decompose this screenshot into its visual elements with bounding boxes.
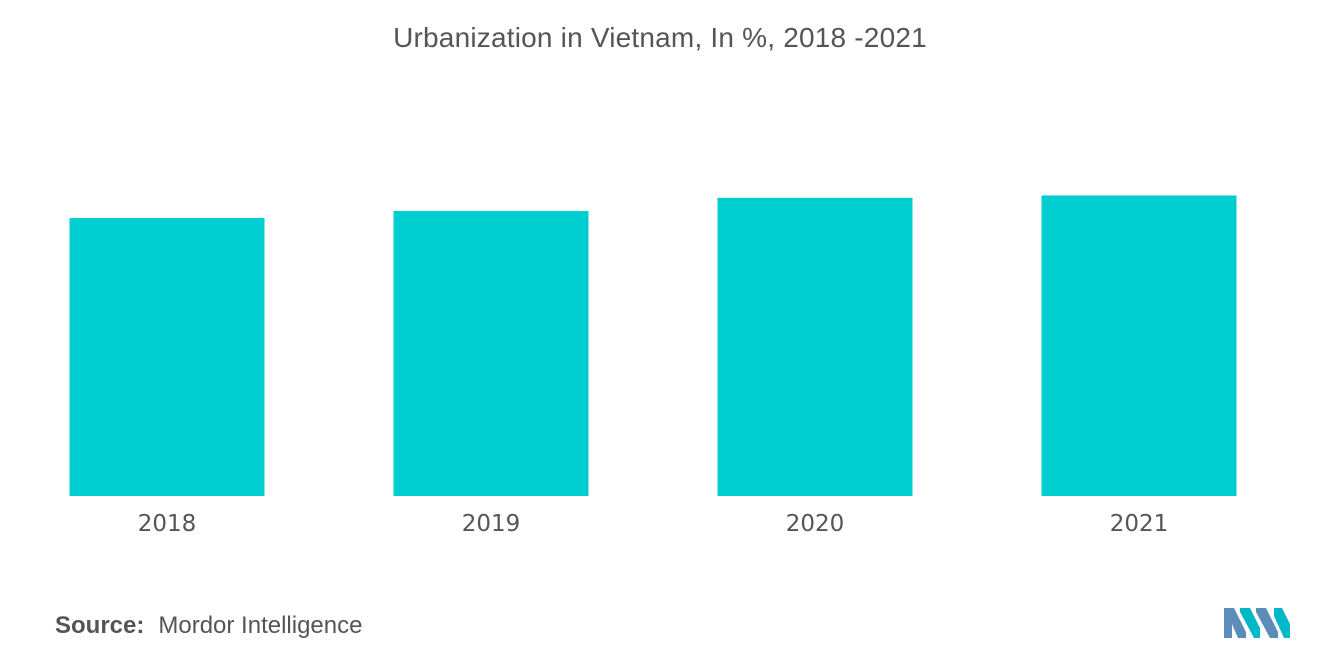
x-tick-label-2021: 2021: [1110, 511, 1169, 537]
x-tick-label-2020: 2020: [786, 511, 845, 537]
bars-group: [69, 195, 1237, 497]
chart-title: Urbanization in Vietnam, In %, 2018 -202…: [393, 22, 927, 53]
mordor-intelligence-logo-icon: [1224, 608, 1290, 638]
x-tick-label-2018: 2018: [138, 511, 197, 537]
bar-2019: [393, 211, 589, 497]
bar-2018: [69, 218, 265, 497]
source-line: Source: Mordor Intelligence: [55, 612, 362, 640]
x-tick-label-2019: 2019: [462, 511, 521, 537]
bar-2021: [1041, 195, 1237, 496]
source-text: Mordor Intelligence: [158, 612, 363, 639]
source-label: Source:: [55, 612, 145, 639]
x-axis-labels: 2018 2019 2020 2021: [138, 511, 1169, 537]
bar-2020: [717, 197, 913, 497]
